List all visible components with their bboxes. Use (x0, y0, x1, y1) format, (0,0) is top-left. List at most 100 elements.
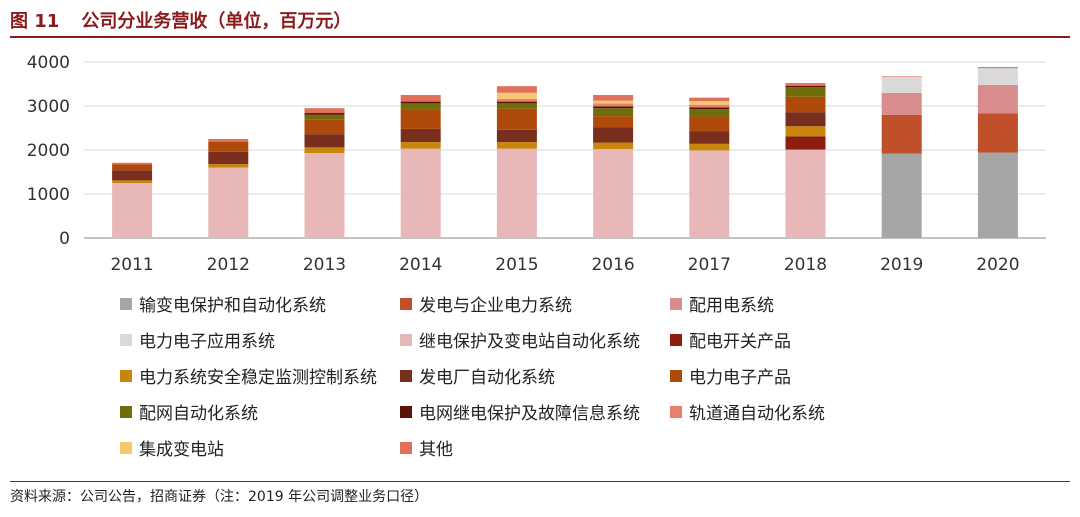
y-tick-label: 2000 (27, 141, 70, 161)
legend-swatch (120, 369, 132, 382)
legend-item: 电网继电保护及故障信息系统 (400, 400, 670, 424)
legend-label: 输变电保护和自动化系统 (139, 296, 326, 316)
bar-segment (689, 131, 730, 144)
bar-segment (689, 101, 730, 105)
legend-swatch (400, 441, 412, 454)
x-tick-label: 2012 (207, 255, 250, 275)
bar-segment (496, 148, 537, 238)
legend-label: 电网继电保护及故障信息系统 (419, 404, 640, 424)
legend-item: 轨道通自动化系统 (670, 400, 880, 424)
x-tick-label: 2015 (495, 255, 538, 275)
x-tick-label: 2016 (591, 255, 634, 275)
bar-segment (304, 114, 345, 120)
bar-segment (785, 85, 826, 88)
bar-segment (593, 108, 634, 117)
bar-segment (689, 97, 730, 102)
y-tick-label: 4000 (27, 53, 70, 73)
legend-item: 配用电系统 (670, 292, 880, 316)
source-note: 资料来源：公司公告，招商证券（注：2019 年公司调整业务口径） (10, 489, 429, 505)
bar-segment (496, 108, 537, 130)
legend-label: 电力电子产品 (689, 368, 791, 388)
x-tick-label: 2017 (688, 255, 731, 275)
bar-segment (593, 95, 634, 101)
legend-item: 发电与企业电力系统 (400, 292, 670, 316)
x-tick-label: 2011 (110, 255, 153, 275)
bar-segment (208, 164, 249, 168)
bar-segment (208, 151, 249, 165)
legend-item: 其他 (400, 436, 670, 460)
bar-segment (304, 113, 345, 115)
x-tick-label: 2018 (784, 255, 827, 275)
bar-segment (785, 87, 826, 97)
bar-segment (977, 113, 1018, 153)
bar-segment (112, 183, 153, 238)
bar-segment (496, 98, 537, 102)
bar-segment (400, 148, 441, 238)
bar-segment (689, 109, 730, 117)
legend-swatch (670, 297, 682, 310)
bar-segment (785, 136, 826, 150)
bar-segment (400, 128, 441, 143)
bar-segment (689, 104, 730, 108)
legend-label: 配电开关产品 (689, 332, 791, 352)
bar-segment (593, 106, 634, 109)
legend-label: 发电厂自动化系统 (419, 368, 555, 388)
figure-title-row: 图 11 公司分业务营收（单位，百万元） (10, 6, 1070, 34)
bar-segment (689, 116, 730, 132)
legend-label: 发电与企业电力系统 (419, 296, 572, 316)
footer-divider (10, 481, 1070, 482)
bar-segment (400, 101, 441, 104)
bar-segment (977, 67, 1018, 69)
bar-segment (881, 153, 922, 238)
legend-label: 继电保护及变电站自动化系统 (419, 332, 640, 352)
x-tick-label: 2019 (880, 255, 923, 275)
bar-segment (881, 76, 922, 93)
legend-item: 输变电保护和自动化系统 (120, 292, 400, 316)
figure-title: 公司分业务营收（单位，百万元） (81, 11, 352, 32)
bar-segment (785, 126, 826, 137)
bar-segment (496, 101, 537, 104)
bar-segment (496, 142, 537, 149)
bar-segment (400, 109, 441, 129)
bar-segment (593, 116, 634, 128)
legend-swatch (670, 369, 682, 382)
legend-item: 发电厂自动化系统 (400, 364, 670, 388)
x-tick-label: 2020 (976, 255, 1019, 275)
x-tick-label: 2014 (399, 255, 442, 275)
legend-swatch (120, 297, 132, 310)
legend-swatch (120, 405, 132, 418)
legend-swatch (400, 297, 412, 310)
bar-segment (304, 108, 345, 114)
bar-segment (400, 142, 441, 149)
bar-segment (593, 103, 634, 107)
legend-item: 集成变电站 (120, 436, 400, 460)
legend-item: 电力电子应用系统 (120, 328, 400, 352)
bar-segment (208, 139, 249, 142)
bar-segment (400, 103, 441, 110)
bar-segment (593, 142, 634, 150)
y-tick-label: 1000 (27, 185, 70, 205)
legend-swatch (120, 441, 132, 454)
legend-swatch (400, 405, 412, 418)
x-tick-label: 2013 (303, 255, 346, 275)
legend-item: 配电开关产品 (670, 328, 880, 352)
bar-segment (785, 83, 826, 86)
bar-segment (977, 84, 1018, 114)
figure-number: 图 11 (10, 11, 60, 32)
legend-swatch (670, 333, 682, 346)
legend-label: 电力电子应用系统 (139, 332, 275, 352)
y-tick-label: 3000 (27, 97, 70, 117)
bar-segment (400, 95, 441, 102)
bar-segment (304, 153, 345, 238)
bar-segment (208, 141, 249, 152)
legend-swatch (400, 369, 412, 382)
legend-item: 电力系统安全稳定监测控制系统 (120, 364, 400, 388)
y-tick-label: 0 (59, 229, 70, 249)
bar-segment (689, 107, 730, 110)
legend-label: 其他 (419, 440, 453, 460)
bar-segment (112, 170, 153, 181)
bar-segment (496, 103, 537, 109)
legend-label: 电力系统安全稳定监测控制系统 (139, 368, 377, 388)
chart-legend: 输变电保护和自动化系统 发电与企业电力系统 配用电系统电力电子应用系统 继电保护及变电… (120, 292, 880, 460)
bar-segment (593, 127, 634, 143)
